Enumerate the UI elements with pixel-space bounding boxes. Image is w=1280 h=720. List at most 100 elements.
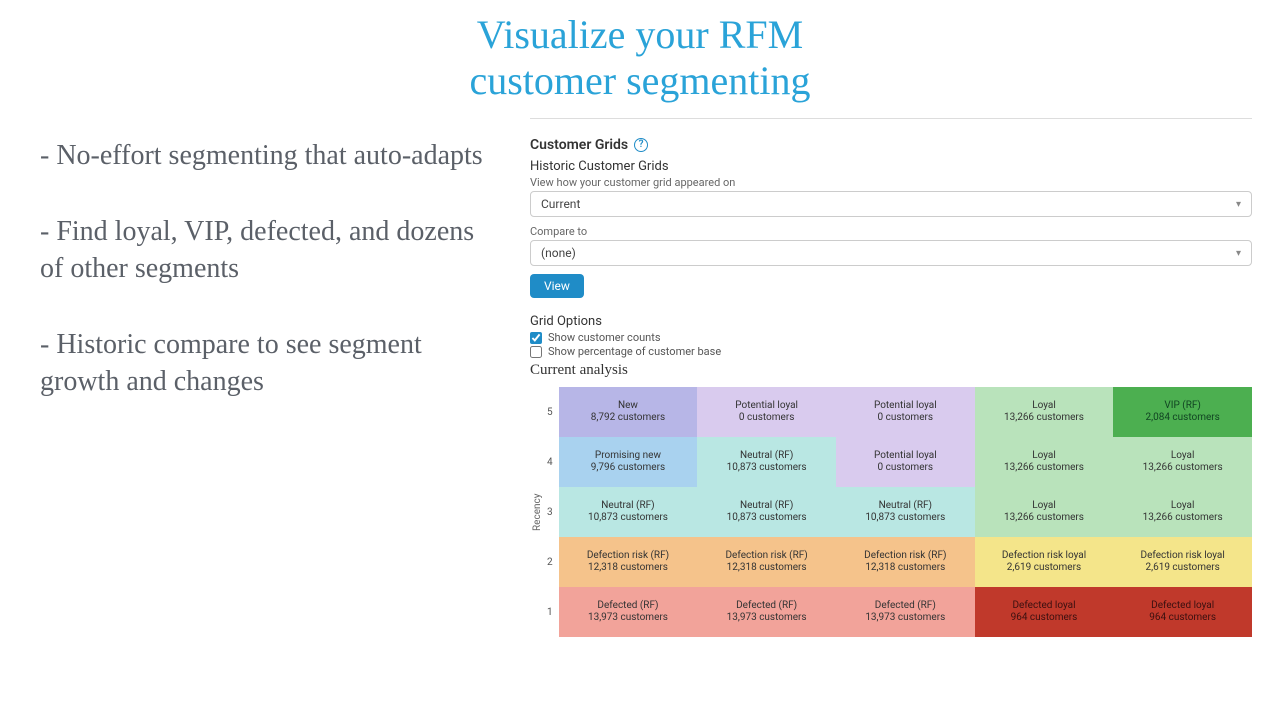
segment-count: 964 customers <box>1149 612 1216 625</box>
segment-count: 12,318 customers <box>865 562 945 575</box>
page-headline: Visualize your RFM customer segmenting <box>0 0 1280 108</box>
segment-name: Neutral (RF) <box>601 500 654 513</box>
segment-count: 2,084 customers <box>1145 412 1219 425</box>
segment-name: Defection risk loyal <box>1002 550 1086 563</box>
rfm-cell[interactable]: Potential loyal0 customers <box>836 387 975 437</box>
segment-count: 13,266 customers <box>1004 462 1084 475</box>
headline-line-1: Visualize your RFM <box>477 12 803 57</box>
rfm-cell[interactable]: Loyal13,266 customers <box>975 487 1114 537</box>
segment-name: Loyal <box>1032 400 1056 413</box>
chevron-down-icon: ▾ <box>1236 199 1241 210</box>
date-select[interactable]: Current ▾ <box>530 191 1252 217</box>
rfm-cell[interactable]: Defection risk (RF)12,318 customers <box>697 537 836 587</box>
rfm-cell[interactable]: Defected (RF)13,973 customers <box>559 587 698 637</box>
rfm-cell[interactable]: Neutral (RF)10,873 customers <box>697 487 836 537</box>
checkbox-show-counts-label: Show customer counts <box>548 331 661 344</box>
rfm-cell[interactable]: New8,792 customers <box>559 387 698 437</box>
rfm-cell[interactable]: Defection risk loyal2,619 customers <box>1113 537 1252 587</box>
segment-name: New <box>618 400 638 413</box>
date-select-value: Current <box>541 197 580 211</box>
rfm-cell[interactable]: Loyal13,266 customers <box>1113 487 1252 537</box>
segment-count: 13,266 customers <box>1143 512 1223 525</box>
checkbox-show-counts-input[interactable] <box>530 332 542 344</box>
help-icon[interactable]: ? <box>634 138 648 152</box>
segment-name: Potential loyal <box>874 400 937 413</box>
segment-name: Defected loyal <box>1151 600 1214 613</box>
segment-name: Potential loyal <box>735 400 798 413</box>
rfm-cell[interactable]: Defected (RF)13,973 customers <box>697 587 836 637</box>
checkbox-show-percentage[interactable]: Show percentage of customer base <box>530 345 1252 358</box>
segment-name: Defected loyal <box>1012 600 1075 613</box>
chevron-down-icon: ▾ <box>1236 248 1241 259</box>
segment-count: 12,318 customers <box>588 562 668 575</box>
segment-name: VIP (RF) <box>1164 400 1200 413</box>
checkbox-show-percentage-label: Show percentage of customer base <box>548 345 721 358</box>
segment-name: Defection risk (RF) <box>587 550 669 563</box>
segment-name: Defection risk (RF) <box>864 550 946 563</box>
bullet-1: - No-effort segmenting that auto-adapts <box>40 138 486 174</box>
row-label: 1 <box>547 607 553 618</box>
segment-count: 13,266 customers <box>1143 462 1223 475</box>
headline-line-2: customer segmenting <box>469 58 810 103</box>
grid-options-title: Grid Options <box>530 314 1252 329</box>
segment-count: 0 customers <box>878 462 934 475</box>
segment-count: 2,619 customers <box>1145 562 1219 575</box>
rfm-cell[interactable]: Defection risk loyal2,619 customers <box>975 537 1114 587</box>
rfm-cell[interactable]: Neutral (RF)10,873 customers <box>836 487 975 537</box>
row-label: 5 <box>547 407 553 418</box>
segment-name: Defection risk (RF) <box>725 550 807 563</box>
segment-name: Defected (RF) <box>736 600 797 613</box>
rfm-cell[interactable]: Loyal13,266 customers <box>975 437 1114 487</box>
bullet-2: - Find loyal, VIP, defected, and dozens … <box>40 214 486 287</box>
segment-count: 13,973 customers <box>588 612 668 625</box>
row-label: 3 <box>547 507 553 518</box>
segment-count: 13,973 customers <box>727 612 807 625</box>
segment-count: 10,873 customers <box>865 512 945 525</box>
segment-count: 10,873 customers <box>588 512 668 525</box>
segment-name: Neutral (RF) <box>740 500 793 513</box>
divider <box>530 118 1252 119</box>
segment-count: 10,873 customers <box>727 512 807 525</box>
rfm-cell[interactable]: Defection risk (RF)12,318 customers <box>559 537 698 587</box>
segment-count: 964 customers <box>1011 612 1078 625</box>
view-button[interactable]: View <box>530 274 584 298</box>
segment-count: 0 customers <box>878 412 934 425</box>
segment-name: Defection risk loyal <box>1141 550 1225 563</box>
rfm-cell[interactable]: Defected loyal964 customers <box>975 587 1114 637</box>
segment-count: 12,318 customers <box>727 562 807 575</box>
customer-grids-panel: Customer Grids ? Historic Customer Grids… <box>510 108 1280 720</box>
recency-axis-label: Recency <box>530 387 543 637</box>
panel-title: Customer Grids <box>530 137 628 153</box>
compare-to-label: Compare to <box>530 225 1252 238</box>
rfm-cell[interactable]: Promising new9,796 customers <box>559 437 698 487</box>
segment-count: 13,266 customers <box>1004 412 1084 425</box>
rfm-cell[interactable]: Neutral (RF)10,873 customers <box>697 437 836 487</box>
rfm-cell[interactable]: Loyal13,266 customers <box>975 387 1114 437</box>
bullet-3: - Historic compare to see segment growth… <box>40 327 486 400</box>
rfm-cell[interactable]: Defection risk (RF)12,318 customers <box>836 537 975 587</box>
view-on-label: View how your customer grid appeared on <box>530 176 1252 189</box>
segment-count: 9,796 customers <box>591 462 665 475</box>
rfm-cell[interactable]: VIP (RF)2,084 customers <box>1113 387 1252 437</box>
checkbox-show-percentage-input[interactable] <box>530 346 542 358</box>
segment-name: Loyal <box>1171 500 1195 513</box>
checkbox-show-counts[interactable]: Show customer counts <box>530 331 1252 344</box>
row-label: 4 <box>547 457 553 468</box>
segment-name: Defected (RF) <box>875 600 936 613</box>
segment-count: 13,973 customers <box>865 612 945 625</box>
segment-name: Potential loyal <box>874 450 937 463</box>
segment-name: Defected (RF) <box>597 600 658 613</box>
rfm-cell[interactable]: Potential loyal0 customers <box>697 387 836 437</box>
segment-count: 13,266 customers <box>1004 512 1084 525</box>
rfm-cell[interactable]: Defected loyal964 customers <box>1113 587 1252 637</box>
segment-count: 10,873 customers <box>727 462 807 475</box>
current-analysis-title: Current analysis <box>530 362 1252 379</box>
rfm-cell[interactable]: Loyal13,266 customers <box>1113 437 1252 487</box>
panel-title-row: Customer Grids ? <box>530 137 1252 153</box>
marketing-bullets: - No-effort segmenting that auto-adapts … <box>0 108 510 720</box>
compare-select[interactable]: (none) ▾ <box>530 240 1252 266</box>
rfm-cell[interactable]: Neutral (RF)10,873 customers <box>559 487 698 537</box>
segment-name: Neutral (RF) <box>740 450 793 463</box>
rfm-cell[interactable]: Potential loyal0 customers <box>836 437 975 487</box>
rfm-cell[interactable]: Defected (RF)13,973 customers <box>836 587 975 637</box>
